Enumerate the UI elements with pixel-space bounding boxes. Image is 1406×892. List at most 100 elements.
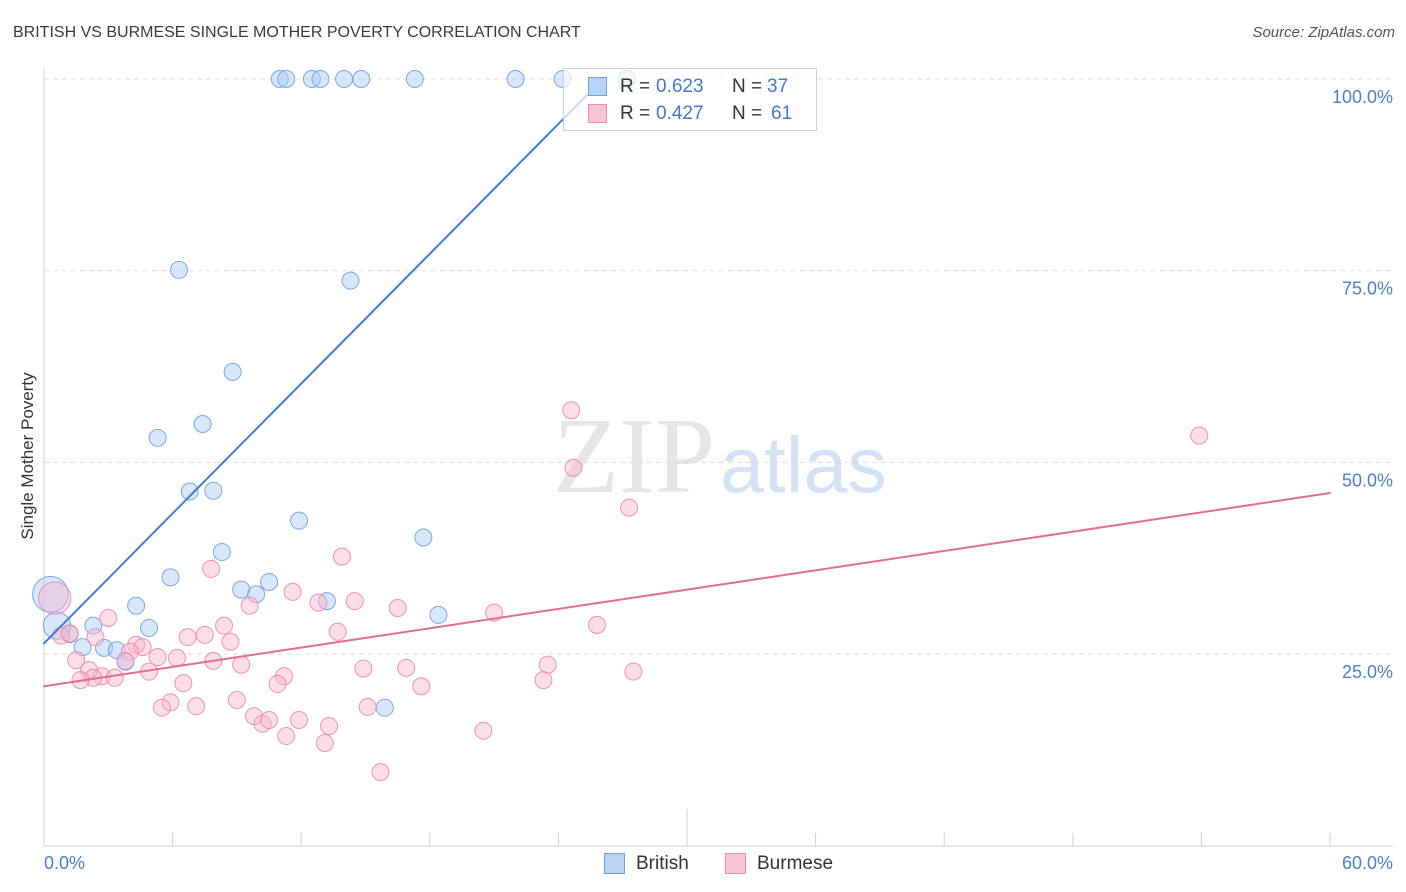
burmese-point: [358, 697, 377, 716]
burmese-point: [161, 693, 180, 712]
x-tick-label-min: 0.0%: [44, 853, 85, 873]
legend-r-value-burmese: 0.427: [656, 103, 704, 124]
british-point: [180, 482, 199, 501]
watermark-atlas: atlas: [720, 420, 887, 509]
legend-row-burmese: R = 0.427 N = 61: [564, 102, 816, 126]
burmese-point: [354, 659, 373, 678]
burmese-point: [320, 717, 339, 736]
british-point: [290, 511, 309, 530]
legend-swatch-burmese: [588, 104, 607, 123]
british-point: [170, 260, 189, 279]
british-point: [341, 271, 360, 290]
british-point: [232, 580, 251, 599]
burmese-point: [290, 710, 309, 729]
burmese-point: [412, 677, 431, 696]
burmese-point: [534, 671, 553, 690]
british-point: [84, 616, 103, 635]
y-tick-label: 75.0%: [1342, 279, 1393, 299]
bottom-legend-label-burmese: Burmese: [757, 853, 834, 874]
british-point: [247, 585, 266, 604]
burmese-point: [371, 763, 390, 782]
burmese-point: [202, 559, 221, 578]
british-point: [161, 568, 180, 587]
british-point: [335, 70, 354, 88]
burmese-point: [388, 599, 407, 618]
burmese-point: [38, 581, 72, 615]
british-point: [414, 528, 433, 547]
legend-r-label: R =: [620, 103, 651, 124]
watermark: ZIP atlas: [553, 397, 887, 516]
burmese-point: [215, 616, 234, 635]
x-tick-label-max: 60.0%: [1342, 853, 1393, 873]
burmese-point: [538, 655, 557, 674]
correlation-legend: R = 0.623 N = 37 R = 0.427 N = 61: [563, 68, 817, 131]
burmese-point: [277, 727, 296, 746]
burmese-point: [315, 733, 334, 752]
burmese-point: [328, 622, 347, 641]
burmese-point: [620, 498, 639, 517]
burmese-point: [152, 698, 171, 717]
burmese-point: [174, 674, 193, 693]
y-tick-label: 100.0%: [1332, 87, 1393, 107]
legend-row-british: R = 0.623 N = 37: [564, 75, 816, 99]
burmese-point: [562, 401, 581, 420]
british-point: [193, 415, 212, 434]
british-points: [32, 70, 636, 717]
burmese-point: [67, 651, 86, 670]
legend-n-label: N =: [732, 103, 763, 124]
british-point: [375, 698, 394, 717]
burmese-point: [178, 628, 197, 647]
burmese-point: [148, 648, 167, 667]
y-tick-label: 25.0%: [1342, 662, 1393, 682]
trend-lines: [43, 81, 1331, 688]
burmese-point: [116, 651, 135, 670]
burmese-point: [232, 655, 251, 674]
burmese-point: [105, 668, 124, 687]
burmese-point: [345, 592, 364, 611]
bottom-legend-label-british: British: [636, 853, 689, 874]
british-point: [506, 70, 525, 88]
burmese-point: [564, 458, 583, 477]
british-point: [73, 638, 92, 657]
burmese-point: [221, 632, 240, 651]
source-credit: Source: ZipAtlas.com: [1252, 24, 1395, 41]
british-point: [42, 611, 71, 640]
british-point: [405, 70, 424, 88]
burmese-point: [587, 615, 606, 634]
burmese-point: [60, 624, 79, 643]
british-point: [140, 618, 159, 637]
british-point: [223, 362, 242, 381]
burmese-point: [624, 662, 643, 681]
gridlines: [44, 78, 1393, 655]
burmese-point: [1190, 426, 1209, 445]
legend-n-label: N =: [732, 76, 763, 97]
burmese-point: [268, 674, 287, 693]
british-point: [429, 605, 448, 624]
x-tick-marks: [172, 809, 1331, 846]
burmese-trend-line: [43, 492, 1331, 688]
burmese-point: [474, 721, 493, 740]
y-axis-label: Single Mother Poverty: [18, 372, 37, 540]
burmese-point: [120, 642, 139, 661]
burmese-point: [240, 596, 259, 615]
burmese-point: [309, 593, 328, 612]
british-point: [212, 543, 231, 562]
british-point: [204, 481, 223, 500]
burmese-point: [275, 667, 294, 686]
burmese-point: [227, 691, 246, 710]
burmese-point: [187, 697, 206, 716]
y-tick-label: 50.0%: [1342, 470, 1393, 490]
burmese-point: [397, 658, 416, 677]
burmese-point: [260, 710, 279, 729]
burmese-point: [99, 608, 118, 627]
legend-r-label: R =: [620, 76, 651, 97]
chart-title: BRITISH VS BURMESE SINGLE MOTHER POVERTY…: [13, 24, 581, 41]
burmese-point: [283, 582, 302, 601]
legend-swatch-british: [588, 77, 607, 96]
burmese-point: [195, 625, 214, 644]
british-point: [260, 572, 279, 591]
legend-n-value-burmese: 61: [771, 103, 793, 124]
bottom-legend-swatch-burmese: [725, 853, 746, 874]
british-point: [270, 70, 289, 88]
y-tick-labels: 25.0% 50.0% 75.0% 100.0%: [1332, 87, 1393, 682]
